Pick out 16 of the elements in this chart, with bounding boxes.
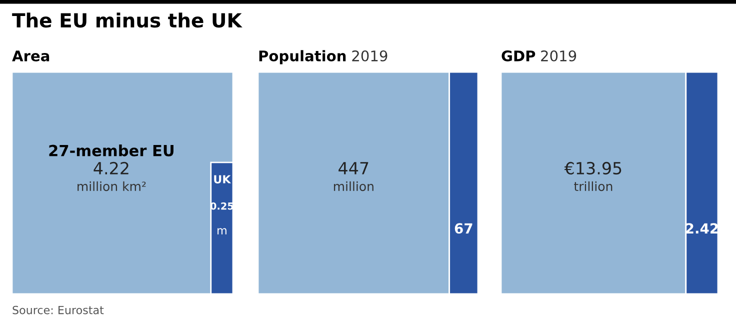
text: million km² [78,181,146,192]
text: Population 2019 [259,50,388,64]
text: Area [12,50,50,62]
category-label: UK [214,175,232,184]
source-note: Source: Eurostat [12,306,104,314]
data-label: €13.95 [564,162,622,175]
data-label: 2.42 [686,223,718,234]
data-label: 447 [338,162,368,174]
category-label: 27-member EU [49,144,174,156]
text: GDP 2019 [502,50,576,62]
text: m [218,228,226,234]
data-label: 4.22 [94,162,128,174]
text: trillion [574,181,612,192]
data-label: 67 [454,223,472,234]
text: The EU minus the UK [12,12,242,28]
text: million [334,181,374,192]
